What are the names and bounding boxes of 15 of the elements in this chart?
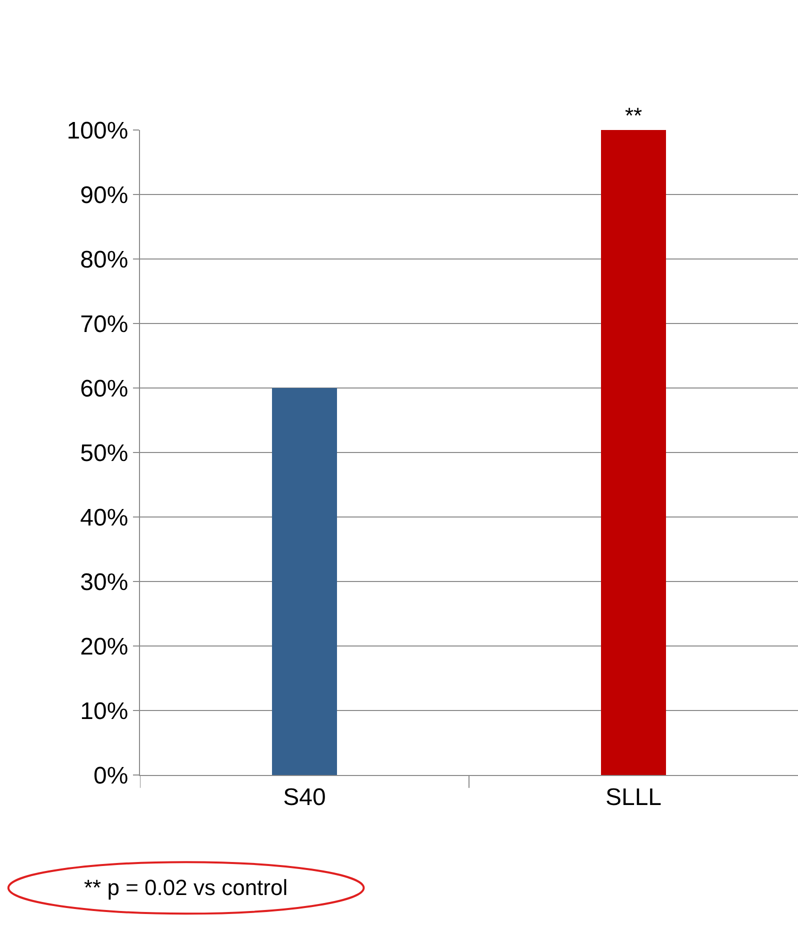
y-tick-label: 70%: [80, 310, 128, 338]
y-tick-label: 40%: [80, 504, 128, 532]
y-tick-label: 80%: [80, 246, 128, 274]
y-tick-label: 50%: [80, 440, 128, 467]
x-tick-label: S40: [283, 784, 326, 811]
y-tick-label: 30%: [80, 568, 128, 596]
y-tick-label: 90%: [80, 182, 128, 209]
text: ** p = 0.02 vs control: [84, 875, 288, 900]
y-tick-label: 60%: [80, 375, 128, 402]
y-tick-label: 0%: [94, 762, 128, 790]
y-tick-label: 100%: [66, 117, 128, 144]
x-tick-label: SLLL: [605, 784, 662, 811]
y-tick-label: 10%: [80, 698, 128, 725]
y-tick-label: 20%: [80, 633, 128, 660]
annotation: **: [625, 103, 643, 128]
